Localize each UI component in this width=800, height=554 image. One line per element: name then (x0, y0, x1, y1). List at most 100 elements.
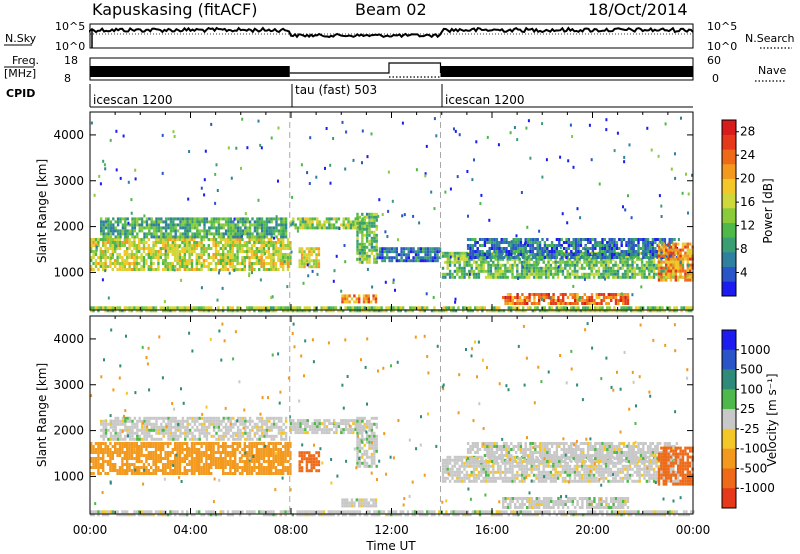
velocity-cell (133, 431, 137, 435)
power-cell (100, 232, 103, 236)
power-cell (579, 250, 583, 253)
power-point (456, 175, 459, 179)
velocity-cell (138, 457, 141, 460)
power-cell (526, 238, 530, 241)
power-colorbar-tick-label: 28 (740, 125, 755, 139)
power-cell (370, 221, 374, 225)
velocity-cell (200, 472, 203, 475)
velocity-cell (207, 448, 210, 451)
power-cell (325, 217, 329, 221)
velocity-cell (205, 457, 208, 460)
power-cell (610, 309, 614, 313)
power-cell (534, 241, 537, 244)
power-point (200, 286, 203, 290)
power-cell (126, 229, 129, 233)
power-cell (380, 309, 383, 313)
power-cell (172, 226, 175, 230)
velocity-cell (102, 431, 105, 435)
velocity-cell (174, 431, 177, 435)
velocity-cell (157, 416, 161, 420)
power-cell (262, 262, 266, 265)
power-cell (378, 256, 382, 260)
power-cell (342, 220, 345, 224)
velocity-cell (193, 448, 196, 451)
power-cell (347, 217, 350, 221)
power-cell (292, 217, 295, 221)
power-cell (171, 238, 174, 241)
power-cell (142, 265, 146, 268)
power-cell (451, 275, 454, 279)
power-cell (571, 296, 574, 299)
power-cell (131, 220, 134, 224)
power-cell (627, 244, 631, 247)
velocity-cell (196, 419, 199, 423)
power-cell (402, 306, 405, 310)
power-cell (576, 299, 579, 302)
velocity-cell (150, 457, 153, 460)
velocity-cell (121, 416, 125, 420)
power-cell (143, 232, 146, 236)
power-cell (176, 253, 179, 256)
power-cell (97, 244, 100, 247)
velocity-cell (133, 472, 136, 475)
velocity-cell (191, 431, 194, 435)
power-cell (210, 232, 213, 236)
velocity-cell (136, 431, 139, 435)
power-cell (244, 220, 247, 224)
power-cell (595, 296, 598, 299)
velocity-cell (169, 419, 173, 423)
velocity-cell (112, 419, 115, 423)
power-cell (642, 250, 645, 253)
power-cell (305, 247, 309, 251)
power-point (473, 158, 475, 162)
velocity-cell (227, 428, 230, 432)
power-cell (517, 241, 520, 244)
velocity-cell (222, 472, 225, 475)
power-cell (224, 241, 227, 244)
power-cell (684, 272, 687, 276)
velocity-cell (131, 434, 134, 438)
power-cell (482, 260, 485, 264)
power-cell (373, 260, 376, 264)
power-cell (231, 238, 234, 241)
power-cell (625, 306, 628, 310)
power-colorbar-tick-label: 24 (740, 148, 755, 162)
power-cell (395, 259, 398, 263)
power-cell (224, 256, 227, 259)
power-cell (637, 247, 640, 250)
power-cell (648, 257, 651, 261)
velocity-cell (135, 451, 138, 454)
velocity-cell (200, 469, 203, 472)
velocity-cell (140, 466, 143, 469)
velocity-cell (250, 442, 254, 445)
power-cell (210, 220, 213, 224)
power-cell (684, 254, 687, 258)
velocity-cell (282, 466, 285, 469)
power-cell (159, 238, 162, 241)
power-point (107, 296, 110, 300)
power-cell (109, 253, 112, 256)
velocity-cell (193, 451, 196, 454)
velocity-cell (200, 445, 203, 448)
velocity-cell (97, 460, 100, 463)
power-cell (355, 297, 358, 301)
power-cell (272, 253, 275, 256)
power-cell (352, 220, 355, 224)
power-cell (475, 260, 478, 264)
power-cell (155, 223, 158, 227)
power-cell (546, 256, 549, 259)
power-cell (289, 253, 292, 256)
power-cell (159, 247, 162, 250)
power-cell (562, 253, 566, 256)
velocity-cell (229, 472, 232, 475)
power-cell (109, 262, 112, 265)
power-point (432, 296, 435, 299)
power-cell (222, 262, 225, 265)
power-cell (176, 256, 179, 259)
power-cell (511, 275, 514, 279)
velocity-cell (214, 460, 218, 463)
velocity-cell (104, 431, 108, 435)
power-cell (246, 220, 249, 224)
power-cell (613, 309, 616, 313)
power-cell (613, 238, 616, 241)
